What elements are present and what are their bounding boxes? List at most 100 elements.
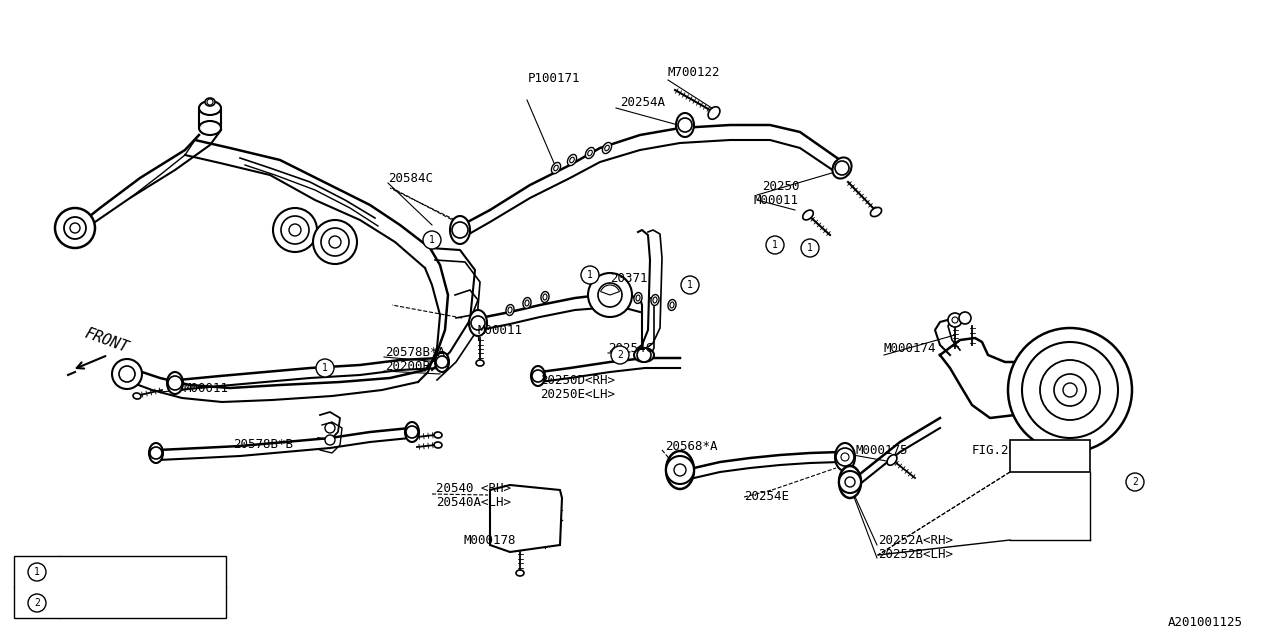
Circle shape — [845, 477, 855, 487]
Text: 20578B*A: 20578B*A — [385, 346, 445, 358]
Ellipse shape — [508, 307, 512, 313]
Circle shape — [1021, 342, 1117, 438]
Circle shape — [70, 223, 79, 233]
Text: 20252A<RH>: 20252A<RH> — [878, 534, 954, 547]
Ellipse shape — [585, 147, 595, 159]
Text: M000174: M000174 — [884, 342, 937, 355]
Text: P100171: P100171 — [529, 72, 581, 84]
Bar — [14, 556, 227, 618]
Text: FIG.281: FIG.281 — [1024, 449, 1076, 463]
Ellipse shape — [803, 210, 813, 220]
Circle shape — [436, 356, 448, 368]
Ellipse shape — [198, 121, 221, 135]
Circle shape — [598, 283, 622, 307]
Ellipse shape — [166, 372, 183, 394]
Circle shape — [321, 228, 349, 256]
Text: 2: 2 — [1132, 477, 1138, 487]
Circle shape — [119, 366, 134, 382]
Ellipse shape — [404, 422, 419, 442]
Circle shape — [282, 216, 308, 244]
Text: 20584C: 20584C — [388, 172, 433, 184]
Circle shape — [952, 317, 957, 323]
Text: 20254C: 20254C — [608, 342, 653, 355]
Ellipse shape — [603, 143, 612, 154]
Ellipse shape — [669, 302, 675, 308]
Text: 20252B<LH>: 20252B<LH> — [878, 547, 954, 561]
Circle shape — [113, 359, 142, 389]
Circle shape — [28, 563, 46, 581]
Ellipse shape — [567, 154, 576, 166]
Ellipse shape — [435, 352, 449, 372]
Circle shape — [675, 464, 686, 476]
Circle shape — [207, 99, 212, 105]
Text: FIG.281: FIG.281 — [972, 444, 1024, 456]
Circle shape — [325, 435, 335, 445]
Circle shape — [1039, 360, 1100, 420]
Circle shape — [838, 471, 861, 493]
Circle shape — [681, 276, 699, 294]
Ellipse shape — [468, 310, 486, 336]
Text: M700122: M700122 — [668, 65, 721, 79]
Text: M000178: M000178 — [465, 534, 517, 547]
Text: M00011: M00011 — [754, 193, 799, 207]
Ellipse shape — [570, 157, 575, 163]
Circle shape — [959, 312, 972, 324]
Text: 20540 <RH>: 20540 <RH> — [436, 481, 511, 495]
Ellipse shape — [652, 294, 659, 305]
Polygon shape — [490, 485, 562, 552]
Circle shape — [55, 208, 95, 248]
Ellipse shape — [552, 163, 561, 173]
Circle shape — [1126, 473, 1144, 491]
Ellipse shape — [832, 157, 851, 179]
Circle shape — [314, 220, 357, 264]
Ellipse shape — [133, 393, 141, 399]
Text: FRONT: FRONT — [82, 325, 131, 355]
Text: 1: 1 — [429, 235, 435, 245]
Circle shape — [1009, 328, 1132, 452]
Ellipse shape — [666, 451, 694, 489]
Circle shape — [588, 273, 632, 317]
Text: 20254E: 20254E — [744, 490, 788, 502]
Circle shape — [28, 594, 46, 612]
Circle shape — [64, 217, 86, 239]
Text: 2: 2 — [617, 350, 623, 360]
Text: A201001125: A201001125 — [1169, 616, 1243, 628]
Text: 20371: 20371 — [611, 271, 648, 285]
Text: 1: 1 — [687, 280, 692, 290]
Ellipse shape — [588, 150, 593, 156]
Text: 1: 1 — [323, 363, 328, 373]
Text: 1: 1 — [35, 567, 40, 577]
Ellipse shape — [708, 107, 719, 119]
Circle shape — [471, 316, 485, 330]
Circle shape — [168, 376, 182, 390]
Ellipse shape — [506, 305, 515, 316]
Ellipse shape — [870, 207, 882, 216]
Text: 1: 1 — [588, 270, 593, 280]
Text: M00011: M00011 — [183, 381, 228, 394]
Ellipse shape — [434, 432, 442, 438]
Circle shape — [150, 447, 163, 459]
Circle shape — [422, 231, 442, 249]
Circle shape — [289, 224, 301, 236]
Text: M00011: M00011 — [477, 323, 524, 337]
Ellipse shape — [516, 570, 524, 576]
Text: 1: 1 — [808, 243, 813, 253]
Ellipse shape — [634, 348, 654, 362]
Ellipse shape — [531, 366, 545, 386]
Circle shape — [325, 423, 335, 433]
Text: 20568*A: 20568*A — [666, 440, 718, 454]
Text: 20250D<RH>: 20250D<RH> — [540, 374, 614, 387]
Circle shape — [611, 346, 628, 364]
Circle shape — [1053, 374, 1085, 406]
Ellipse shape — [835, 443, 855, 471]
Circle shape — [835, 161, 849, 175]
Wedge shape — [600, 285, 620, 295]
Ellipse shape — [604, 145, 609, 151]
Ellipse shape — [653, 297, 657, 303]
Ellipse shape — [524, 298, 531, 308]
Circle shape — [406, 426, 419, 438]
Circle shape — [666, 456, 694, 484]
Circle shape — [273, 208, 317, 252]
Circle shape — [836, 448, 854, 466]
Ellipse shape — [676, 113, 694, 137]
